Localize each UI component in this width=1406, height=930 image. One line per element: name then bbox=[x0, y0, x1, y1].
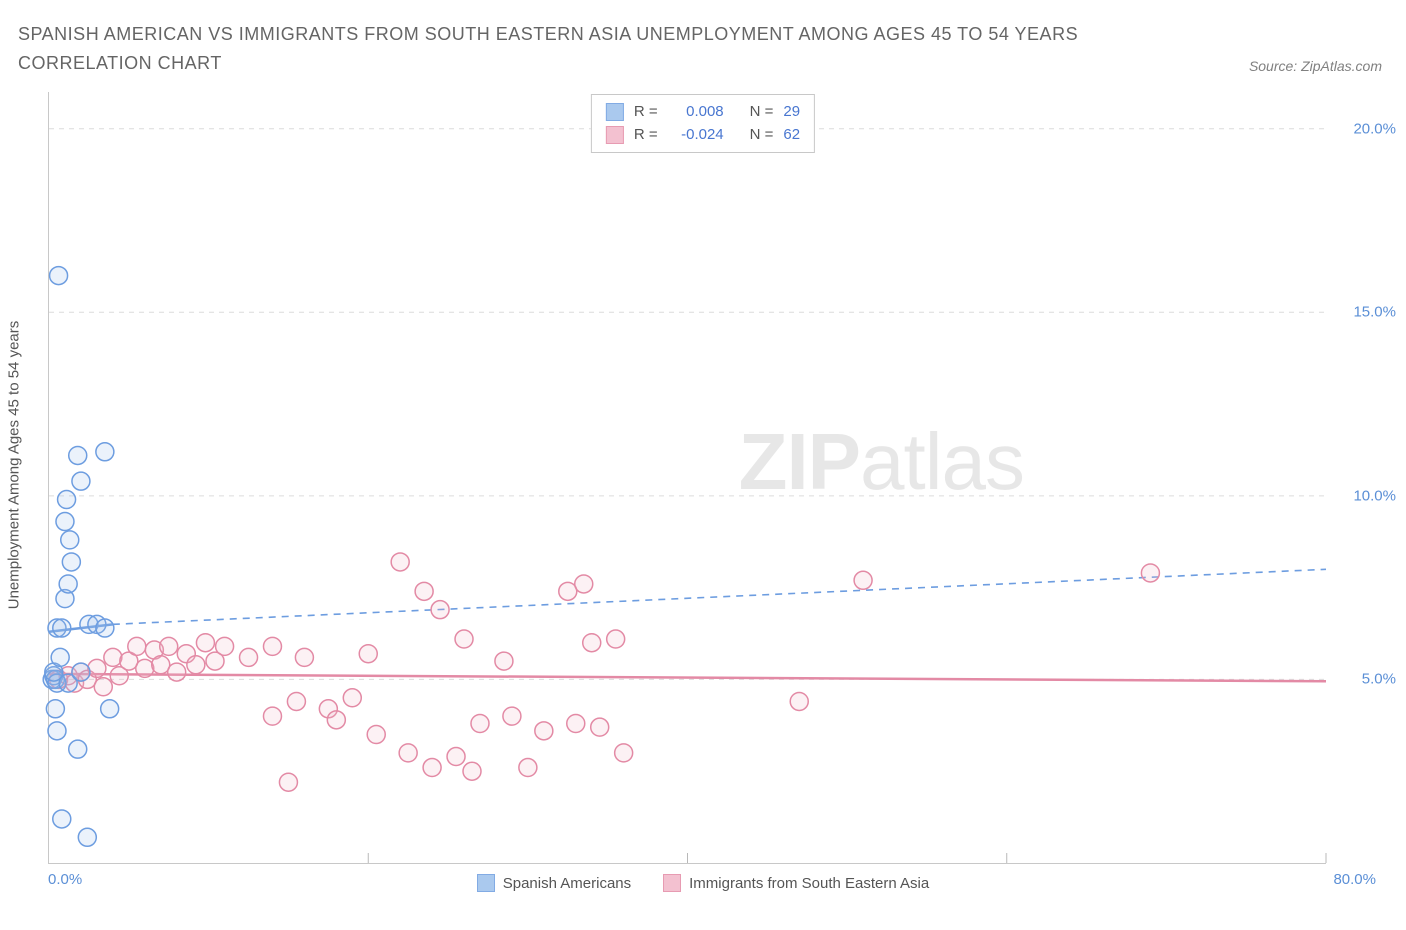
stats-row-spanish: R = 0.008 N = 29 bbox=[606, 101, 800, 124]
r-value-sea: -0.024 bbox=[668, 124, 724, 147]
r-label: R = bbox=[634, 124, 658, 147]
n-value-sea: 62 bbox=[783, 124, 800, 147]
y-tick-label: 15.0% bbox=[1353, 304, 1396, 321]
r-value-spanish: 0.008 bbox=[668, 101, 724, 124]
stats-row-sea: R = -0.024 N = 62 bbox=[606, 124, 800, 147]
y-axis-title: Unemployment Among Ages 45 to 54 years bbox=[6, 321, 23, 610]
legend-item-spanish: Spanish Americans bbox=[477, 874, 631, 892]
source-attribution: Source: ZipAtlas.com bbox=[1249, 58, 1382, 74]
legend-label-spanish: Spanish Americans bbox=[503, 875, 631, 892]
y-tick-label: 10.0% bbox=[1353, 487, 1396, 504]
y-tick-label: 20.0% bbox=[1353, 120, 1396, 137]
swatch-spanish bbox=[606, 103, 624, 121]
swatch-sea bbox=[663, 874, 681, 892]
series-legend: Spanish Americans Immigrants from South … bbox=[0, 874, 1406, 892]
legend-item-sea: Immigrants from South Eastern Asia bbox=[663, 874, 929, 892]
swatch-spanish bbox=[477, 874, 495, 892]
n-label: N = bbox=[750, 124, 774, 147]
scatter-svg bbox=[49, 92, 1326, 863]
chart-plot-area: ZIPatlas bbox=[48, 92, 1326, 864]
legend-label-sea: Immigrants from South Eastern Asia bbox=[689, 875, 929, 892]
stats-legend: R = 0.008 N = 29 R = -0.024 N = 62 bbox=[591, 94, 815, 153]
n-label: N = bbox=[750, 101, 774, 124]
r-label: R = bbox=[634, 101, 658, 124]
chart-title: SPANISH AMERICAN VS IMMIGRANTS FROM SOUT… bbox=[18, 20, 1206, 78]
swatch-sea bbox=[606, 126, 624, 144]
y-tick-label: 5.0% bbox=[1362, 671, 1396, 688]
n-value-spanish: 29 bbox=[783, 101, 800, 124]
